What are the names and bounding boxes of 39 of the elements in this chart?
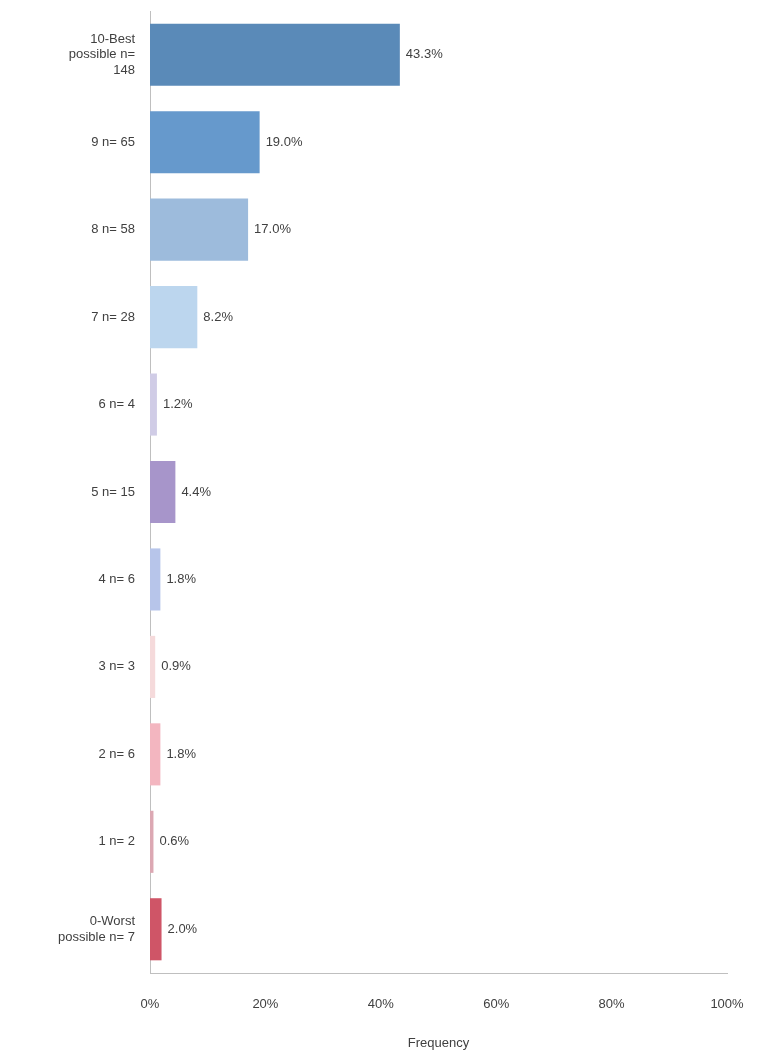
data-label: 1.8% [166, 571, 197, 587]
data-label: 4.4% [181, 483, 212, 499]
x-tick-label: 20% [252, 996, 279, 1012]
bar [150, 23, 400, 86]
data-label: 8.2% [203, 308, 234, 324]
bar [150, 198, 249, 261]
data-label: 17.0% [254, 221, 292, 237]
y-tick-label: 7 n= 28 [91, 308, 135, 324]
y-tick-label: 8 n= 58 [91, 221, 135, 237]
bar [150, 111, 260, 174]
y-tick-label: 4 n= 6 [98, 571, 135, 587]
data-label: 19.0% [265, 133, 303, 149]
y-tick-label: 10-Best possible n= 148 [68, 30, 136, 77]
data-label: 0.6% [159, 833, 190, 849]
x-tick-label: 0% [140, 996, 160, 1012]
bar [150, 723, 161, 786]
x-axis-title: Frequency [407, 1034, 470, 1050]
x-tick-label: 40% [367, 996, 395, 1012]
x-tick-label: 60% [483, 996, 510, 1012]
y-tick-label: 1 n= 2 [98, 833, 135, 849]
bar [150, 898, 162, 961]
data-label: 2.0% [167, 920, 198, 936]
x-tick-label: 100% [710, 996, 745, 1012]
bar [150, 548, 161, 611]
data-label: 43.3% [405, 46, 444, 62]
data-label: 1.8% [166, 745, 197, 761]
y-tick-label: 9 n= 65 [91, 133, 135, 149]
bar [150, 373, 157, 436]
y-tick-label: 5 n= 15 [91, 483, 135, 499]
x-tick-label: 80% [598, 996, 626, 1012]
bar [150, 635, 156, 698]
y-tick-label: 6 n= 4 [98, 396, 135, 412]
data-label: 0.9% [161, 658, 192, 674]
bar [150, 460, 176, 524]
y-tick-label: 0-Worst possible n= 7 [58, 913, 136, 944]
data-label: 1.2% [162, 396, 193, 412]
y-tick-label: 3 n= 3 [98, 658, 135, 674]
bar [150, 286, 198, 349]
y-tick-label: 2 n= 6 [98, 745, 135, 761]
